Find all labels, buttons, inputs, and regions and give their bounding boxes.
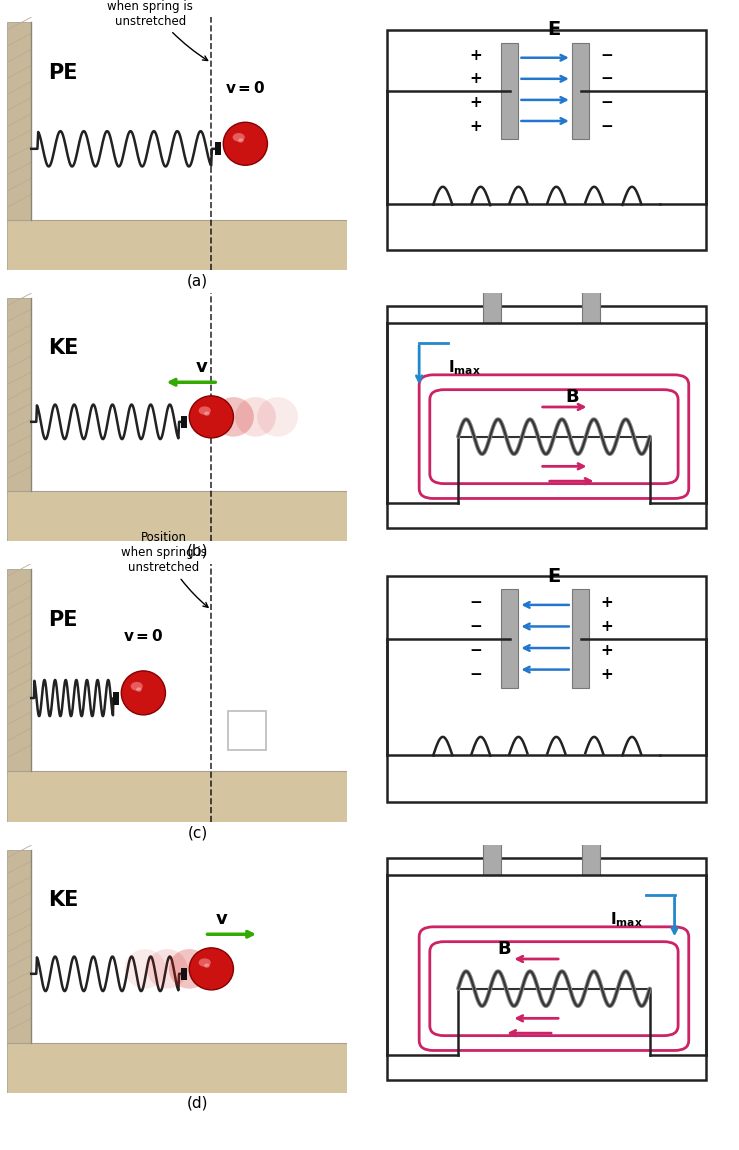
Bar — [182, 967, 187, 980]
Ellipse shape — [238, 138, 244, 143]
Bar — [387, 576, 706, 802]
Ellipse shape — [257, 397, 298, 437]
Ellipse shape — [235, 397, 276, 437]
Text: +: + — [601, 595, 613, 610]
Ellipse shape — [199, 958, 211, 967]
Text: −: − — [469, 595, 483, 610]
Bar — [582, 286, 600, 323]
Text: +: + — [601, 643, 613, 658]
Text: (c): (c) — [188, 826, 208, 841]
Bar — [7, 850, 31, 1043]
Bar — [7, 491, 347, 540]
Ellipse shape — [223, 122, 268, 166]
Bar — [501, 589, 519, 688]
Ellipse shape — [204, 964, 210, 968]
Text: −: − — [601, 118, 613, 133]
Text: −: − — [601, 95, 613, 110]
Bar — [387, 30, 706, 250]
Ellipse shape — [189, 396, 234, 438]
Ellipse shape — [213, 397, 254, 437]
Bar — [7, 298, 31, 491]
Text: −: − — [469, 619, 483, 634]
Text: PE: PE — [48, 63, 78, 83]
Text: v: v — [195, 359, 207, 376]
Ellipse shape — [136, 688, 142, 692]
Bar — [483, 286, 501, 323]
Text: +: + — [601, 667, 613, 682]
Bar — [483, 838, 501, 875]
Bar — [7, 568, 31, 771]
Ellipse shape — [189, 948, 234, 990]
Text: Position
when spring is
unstretched: Position when spring is unstretched — [107, 0, 208, 61]
Bar — [114, 691, 119, 705]
Text: E: E — [548, 21, 561, 39]
Text: +: + — [469, 118, 483, 133]
Text: (b): (b) — [187, 543, 208, 559]
Text: $\mathbf{I_{max}}$: $\mathbf{I_{max}}$ — [610, 910, 643, 929]
Bar — [582, 838, 600, 875]
Text: (d): (d) — [187, 1095, 208, 1111]
Text: −: − — [601, 71, 613, 86]
Text: $\mathbf{v = 0}$: $\mathbf{v = 0}$ — [123, 628, 163, 644]
Text: +: + — [601, 619, 613, 634]
Bar — [572, 43, 590, 139]
Text: B: B — [565, 388, 579, 406]
Text: $\mathbf{I_{max}}$: $\mathbf{I_{max}}$ — [448, 358, 480, 377]
Bar — [7, 770, 347, 822]
Bar — [572, 589, 590, 688]
Ellipse shape — [199, 406, 211, 415]
Bar — [7, 220, 347, 270]
Bar — [7, 1043, 347, 1092]
Ellipse shape — [131, 682, 143, 691]
Text: v: v — [216, 911, 228, 928]
Text: −: − — [469, 667, 483, 682]
Ellipse shape — [125, 949, 166, 989]
Text: (a): (a) — [187, 274, 208, 289]
Bar — [182, 415, 187, 428]
Text: PE: PE — [48, 611, 78, 630]
Bar — [216, 143, 221, 155]
Text: +: + — [469, 47, 483, 63]
Bar — [7, 22, 31, 220]
Text: +: + — [469, 95, 483, 110]
Text: KE: KE — [48, 338, 78, 358]
Ellipse shape — [204, 412, 210, 416]
Ellipse shape — [233, 133, 245, 141]
Text: E: E — [548, 567, 561, 587]
Text: Position
when spring is
unstretched: Position when spring is unstretched — [120, 531, 208, 607]
Text: $\mathbf{v = 0}$: $\mathbf{v = 0}$ — [225, 81, 265, 97]
Text: B: B — [497, 940, 511, 958]
Bar — [501, 43, 519, 139]
Text: −: − — [601, 47, 613, 63]
Text: KE: KE — [48, 890, 78, 910]
Bar — [228, 711, 266, 750]
Text: −: − — [469, 643, 483, 658]
Text: +: + — [469, 71, 483, 86]
Ellipse shape — [121, 670, 166, 715]
Ellipse shape — [168, 949, 210, 989]
Ellipse shape — [147, 949, 188, 989]
